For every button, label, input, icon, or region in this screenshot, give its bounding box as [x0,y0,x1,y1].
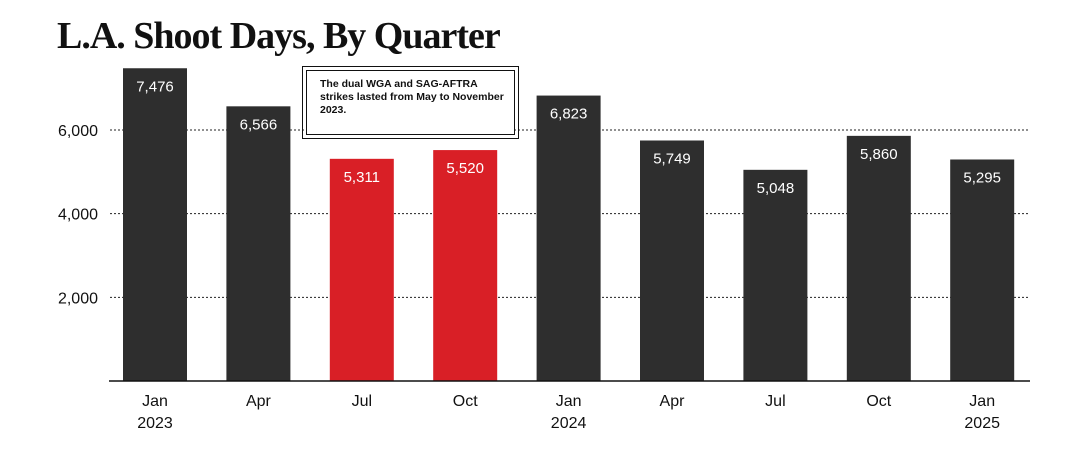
x-tick-label: Apr [246,393,272,410]
chart-title: L.A. Shoot Days, By Quarter [57,15,501,57]
bar [640,140,704,381]
y-tick-label: 4,000 [58,207,98,224]
x-tick-year: 2025 [964,415,1000,432]
bar-value-label: 5,295 [963,169,1001,186]
bar [536,95,601,381]
bar [743,169,808,381]
x-tick-label: Apr [660,393,686,410]
x-tick-label: Jul [352,393,372,410]
x-tick-label: Oct [453,393,478,410]
x-tick-label: Jul [765,393,785,410]
bar-value-label: 5,311 [344,169,380,186]
strike-annotation: The dual WGA and SAG-AFTRA strikes laste… [302,66,519,139]
x-tick-label: Jan [969,393,995,410]
bar [433,150,498,381]
x-tick-year: 2024 [551,415,587,432]
bar-value-label: 5,048 [757,180,795,197]
x-tick-year: 2023 [137,415,173,432]
bar [329,158,394,381]
bar [950,159,1015,381]
bar [123,68,187,381]
bar [846,135,911,381]
x-tick-label: Jan [142,393,168,410]
x-tick-label: Jan [556,393,582,410]
bar [226,106,291,382]
bar-value-label: 5,520 [446,160,484,177]
bar-value-label: 7,476 [136,78,174,95]
bar-value-label: 6,823 [550,106,588,123]
y-tick-label: 2,000 [58,290,98,307]
y-tick-label: 6,000 [58,123,98,140]
x-tick-label: Oct [866,393,891,410]
bar-value-label: 6,566 [240,116,278,133]
bar-value-label: 5,860 [860,146,898,163]
bar-value-label: 5,749 [653,151,691,168]
